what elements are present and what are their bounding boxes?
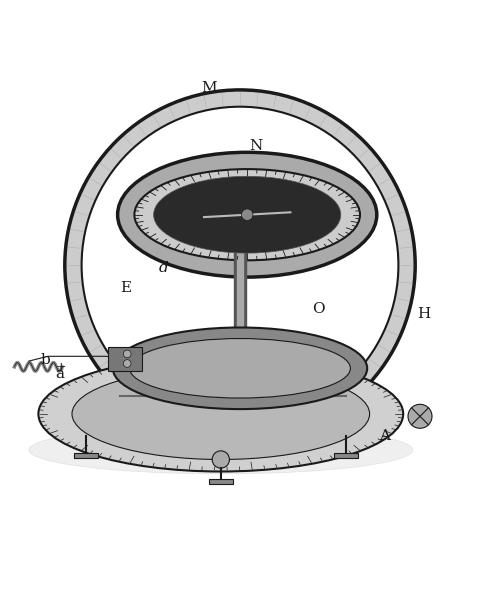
Text: N: N xyxy=(250,139,263,153)
Ellipse shape xyxy=(72,368,370,459)
Text: d: d xyxy=(158,261,168,276)
Text: A: A xyxy=(379,429,390,443)
Text: O: O xyxy=(312,302,324,316)
Circle shape xyxy=(408,404,432,429)
Circle shape xyxy=(123,360,131,367)
Circle shape xyxy=(241,209,253,220)
Bar xyxy=(108,347,142,371)
Bar xyxy=(209,479,233,484)
Text: M: M xyxy=(202,81,217,95)
Bar xyxy=(334,453,358,458)
Text: +: + xyxy=(55,361,66,374)
Ellipse shape xyxy=(113,328,367,409)
Ellipse shape xyxy=(154,176,341,253)
Circle shape xyxy=(123,350,131,358)
Ellipse shape xyxy=(134,169,360,260)
Ellipse shape xyxy=(118,152,377,277)
Ellipse shape xyxy=(38,356,403,472)
Text: a: a xyxy=(55,367,64,381)
Text: E: E xyxy=(120,280,131,294)
Bar xyxy=(74,453,98,458)
Text: H: H xyxy=(418,307,431,321)
Ellipse shape xyxy=(82,107,398,424)
Ellipse shape xyxy=(130,339,350,398)
Text: b: b xyxy=(41,353,50,367)
Ellipse shape xyxy=(65,90,415,440)
Ellipse shape xyxy=(29,426,413,474)
Circle shape xyxy=(212,451,229,468)
